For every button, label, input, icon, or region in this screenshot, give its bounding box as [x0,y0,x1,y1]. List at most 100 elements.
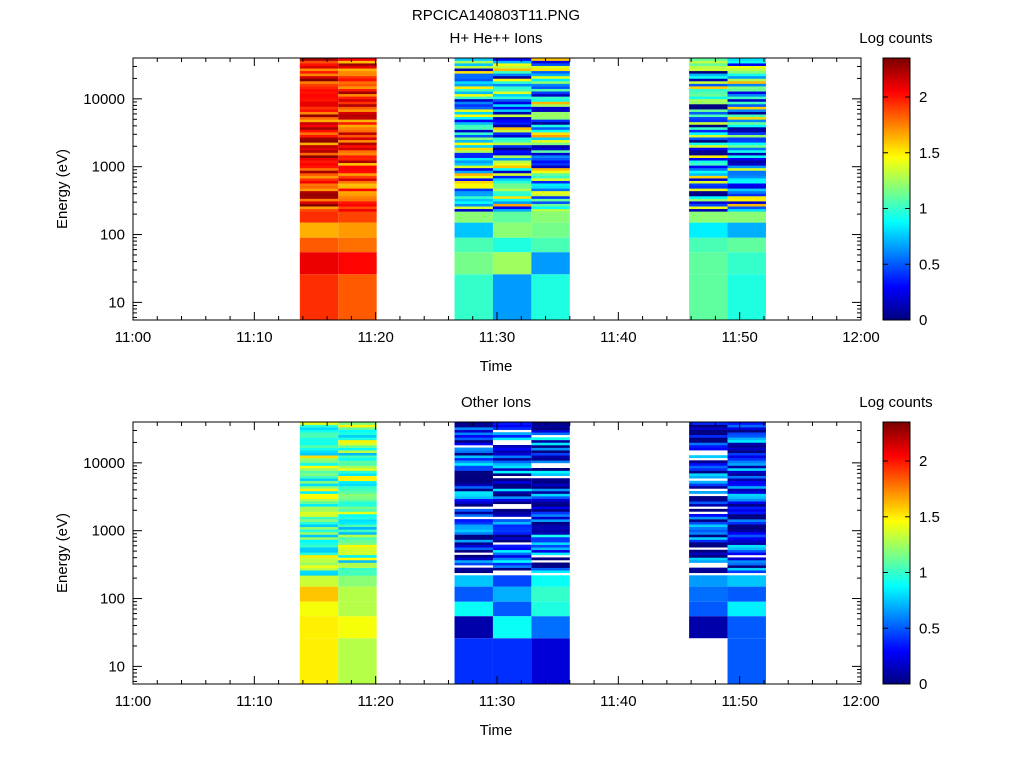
heatmap-cell [689,83,728,87]
heatmap-cell [492,185,532,189]
heatmap-cell [531,601,570,617]
colorbar-step [883,628,910,631]
heatmap-cell [492,513,532,517]
heatmap-cell [531,437,570,441]
colorbar-step [883,662,910,665]
heatmap-cell [299,586,339,602]
heatmap-cell [531,529,570,533]
heatmap-cell [299,109,339,112]
heatmap-cell [338,91,377,95]
heatmap-cell [299,60,339,64]
heatmap-cell [727,506,766,510]
heatmap-cell [689,183,728,187]
colorbar-step [883,446,910,449]
colorbar-tick-label: 2 [919,453,927,470]
heatmap-cell [727,172,766,176]
heatmap-cell [531,547,570,551]
heatmap-cell [454,526,493,530]
colorbar-step [883,544,910,547]
heatmap-cell [689,106,728,110]
colorbar-step [883,514,910,517]
heatmap-cell [492,198,532,202]
heatmap-cell [299,103,339,107]
heatmap-cell [689,501,728,505]
colorbar-step [883,524,910,527]
heatmap-cell [689,529,728,533]
heatmap-cell [454,119,493,123]
heatmap-cell [531,78,570,82]
heatmap-cell [689,524,728,528]
heatmap-cell [727,175,766,179]
heatmap-cell [689,88,728,92]
heatmap-cell [689,444,728,448]
colorbar-step [883,288,910,291]
heatmap-cell [454,203,493,207]
colorbar-step [883,226,910,229]
heatmap-cell [727,195,766,199]
heatmap-cell [299,83,339,87]
heatmap-cell [299,490,339,494]
heatmap-cell [531,211,570,223]
colorbar-step [883,276,910,279]
heatmap-cell [454,439,493,443]
heatmap-cell [454,175,493,179]
heatmap-cell [299,559,339,563]
heatmap-cell [492,206,532,210]
colorbar-step [883,194,910,197]
colorbar-step [883,608,910,611]
heatmap-cell [338,142,377,146]
heatmap-cell [454,434,493,438]
heatmap-cell [492,73,532,77]
heatmap-cell [727,162,766,166]
heatmap-cell [454,68,493,72]
heatmap-cell [338,114,377,118]
heatmap-cell [299,429,339,433]
heatmap-cell [727,149,766,153]
heatmap-cell [689,237,728,253]
heatmap-cell [299,513,339,517]
colorbar-step [883,148,910,151]
heatmap-cell [492,616,532,639]
heatmap-cell [531,193,570,197]
heatmap-cell [727,88,766,92]
heatmap-cell [338,78,377,82]
heatmap-cell [492,534,532,538]
heatmap-cell [531,180,570,184]
heatmap-cell [492,539,532,543]
colorbar-step [883,82,910,85]
heatmap-cell [299,134,339,138]
colorbar-step [883,282,910,285]
heatmap-cell [299,498,339,502]
heatmap-cell [299,193,339,197]
heatmap-cell [727,206,766,210]
heatmap-cell [454,63,493,66]
heatmap-cell [531,496,570,499]
colorbar-step [883,632,910,635]
heatmap-cell [689,586,728,602]
heatmap-cell [531,575,570,587]
heatmap-cell [531,452,570,456]
colorbar-step [883,448,910,451]
colorbar-step [883,270,910,273]
heatmap-cell [727,562,766,566]
heatmap-cell [454,422,493,425]
heatmap-cell [492,88,532,92]
heatmap-cell [531,552,570,556]
heatmap-cell [531,206,570,210]
colorbar-step [883,676,910,679]
colorbar-label: Log counts [859,30,932,47]
heatmap-cell [454,638,493,684]
heatmap-cell [727,116,766,120]
y-tick-label: 10000 [83,455,125,472]
heatmap-cell [338,572,377,576]
heatmap-cell [727,475,766,479]
heatmap-cell [727,470,766,474]
heatmap-cell [689,483,728,487]
heatmap-cell [492,162,532,166]
heatmap-cell [531,162,570,166]
heatmap-cell [338,470,377,474]
heatmap-cell [727,526,766,530]
heatmap-cell [727,513,766,517]
heatmap-cell [299,572,339,576]
